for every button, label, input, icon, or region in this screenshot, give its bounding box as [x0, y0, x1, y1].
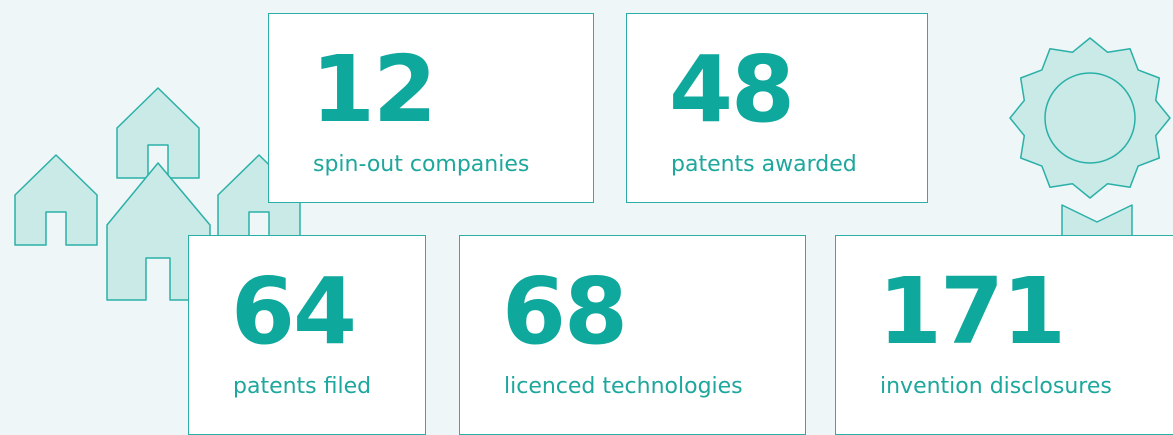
stat-card: 171 invention disclosures — [835, 235, 1173, 435]
stat-value: 48 — [669, 36, 795, 143]
stat-card: 48 patents awarded — [626, 13, 928, 203]
stat-card: 68 licenced technologies — [459, 235, 806, 435]
stat-value: 171 — [878, 258, 1066, 365]
house — [14, 154, 98, 246]
stat-value: 68 — [502, 258, 628, 365]
stat-value: 12 — [311, 36, 437, 143]
stat-value: 64 — [231, 258, 357, 365]
stat-label: licenced technologies — [504, 374, 743, 399]
stat-label: patents awarded — [671, 152, 857, 177]
stat-label: spin-out companies — [313, 152, 530, 177]
stat-card: 12 spin-out companies — [268, 13, 594, 203]
stat-card: 64 patents filed — [188, 235, 426, 435]
stat-label: invention disclosures — [880, 374, 1112, 399]
page: 12 spin-out companies 48 patents awarded 64 p… — [14, 13, 1173, 435]
medal-inner — [1044, 72, 1136, 164]
house — [116, 87, 200, 179]
stat-label: patents filed — [233, 374, 372, 399]
